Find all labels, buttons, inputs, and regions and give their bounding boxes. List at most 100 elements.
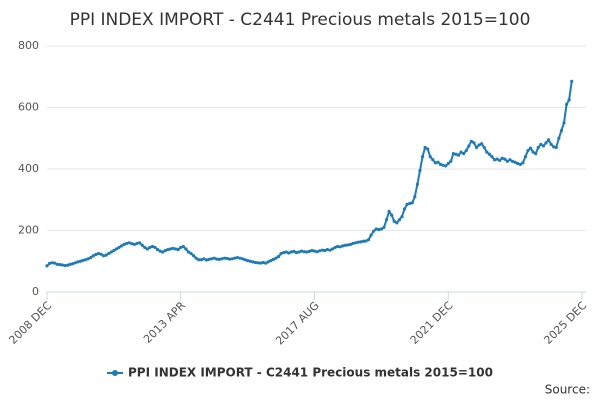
data-point xyxy=(546,138,551,142)
data-point xyxy=(469,139,473,143)
data-point xyxy=(274,256,278,260)
data-point xyxy=(233,256,237,260)
data-point xyxy=(58,263,62,267)
data-point xyxy=(81,258,85,262)
data-point xyxy=(477,143,481,147)
data-point xyxy=(47,261,52,266)
data-point xyxy=(374,227,378,231)
data-point xyxy=(264,261,268,265)
data-point xyxy=(482,145,486,150)
data-point xyxy=(271,257,275,262)
data-point xyxy=(539,142,543,146)
data-point xyxy=(238,256,242,260)
data-point xyxy=(179,245,183,250)
legend-label: PPI INDEX IMPORT - C2441 Precious metals… xyxy=(128,366,493,380)
data-point xyxy=(99,252,103,256)
data-point xyxy=(307,249,311,254)
data-point xyxy=(251,260,255,264)
data-point xyxy=(171,246,175,250)
data-point xyxy=(225,256,229,261)
data-point xyxy=(343,243,347,247)
data-point xyxy=(300,249,304,253)
data-point xyxy=(444,164,448,168)
data-point xyxy=(384,218,389,222)
data-point xyxy=(202,257,206,261)
data-point xyxy=(325,247,329,252)
data-point xyxy=(137,241,142,245)
data-point xyxy=(279,251,283,256)
data-point xyxy=(89,255,93,260)
data-point xyxy=(130,242,134,246)
chart-title: PPI INDEX IMPORT - C2441 Precious metals… xyxy=(70,10,531,30)
data-point xyxy=(212,256,216,260)
data-point xyxy=(418,168,422,173)
data-point xyxy=(474,145,479,150)
data-point xyxy=(256,261,260,265)
data-point xyxy=(392,219,396,223)
data-point xyxy=(176,247,180,252)
y-tick-label: 800 xyxy=(18,39,39,52)
data-point xyxy=(323,248,327,253)
data-point xyxy=(258,261,263,265)
data-point xyxy=(189,251,193,256)
data-point xyxy=(348,242,353,246)
data-point xyxy=(369,233,373,237)
data-point xyxy=(426,147,430,151)
data-point xyxy=(508,158,512,162)
data-point xyxy=(174,247,178,251)
data-point xyxy=(148,245,152,250)
data-point xyxy=(366,238,371,242)
data-point xyxy=(199,258,203,262)
data-point xyxy=(397,218,401,222)
data-point xyxy=(516,161,520,166)
data-point xyxy=(243,258,247,262)
data-point xyxy=(330,247,335,251)
data-point xyxy=(204,258,209,262)
data-point xyxy=(119,244,124,248)
x-tick-label: 2008 DEC xyxy=(6,299,54,347)
data-point xyxy=(282,251,286,255)
y-tick-label: 400 xyxy=(18,162,39,175)
data-point xyxy=(462,152,466,156)
data-point xyxy=(246,259,250,263)
data-point xyxy=(449,159,453,163)
data-point xyxy=(53,261,57,265)
data-point xyxy=(503,157,507,161)
data-point xyxy=(523,155,528,159)
data-point xyxy=(464,148,468,153)
data-point xyxy=(158,249,162,253)
data-point xyxy=(544,141,548,145)
data-point xyxy=(114,247,119,251)
data-point xyxy=(554,145,558,150)
source: Source: xyxy=(545,383,590,397)
data-point xyxy=(125,241,129,246)
x-tick-label: 2017 AUG xyxy=(273,299,322,348)
data-point xyxy=(410,201,414,205)
data-point xyxy=(361,239,365,243)
data-point xyxy=(346,243,350,247)
data-point xyxy=(433,161,437,165)
data-point xyxy=(315,250,319,254)
data-point xyxy=(60,263,65,267)
x-tick-label: 2013 APR xyxy=(141,299,188,346)
data-point xyxy=(45,264,49,268)
data-point xyxy=(500,156,504,160)
y-tick-label: 600 xyxy=(18,101,39,114)
data-point xyxy=(276,255,281,259)
data-point xyxy=(333,245,337,250)
data-point xyxy=(436,160,440,164)
data-point xyxy=(117,245,121,250)
data-point xyxy=(91,254,95,258)
data-point xyxy=(76,260,80,264)
data-point xyxy=(405,202,409,206)
data-point xyxy=(50,261,54,265)
data-point xyxy=(354,241,358,245)
data-point xyxy=(127,241,131,245)
data-point xyxy=(454,152,458,156)
data-point xyxy=(261,260,265,265)
data-point xyxy=(305,250,309,254)
data-point xyxy=(253,260,257,265)
data-point xyxy=(207,257,211,262)
data-point xyxy=(328,248,332,252)
